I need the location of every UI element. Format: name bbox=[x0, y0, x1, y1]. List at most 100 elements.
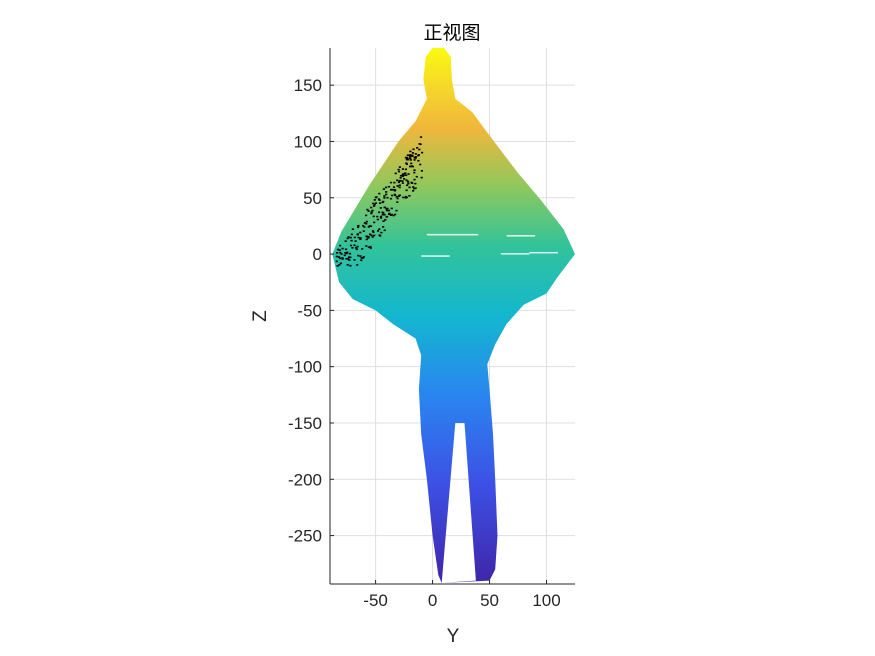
y-tick-label: -200 bbox=[288, 470, 322, 489]
occluded-point bbox=[336, 252, 339, 254]
occluded-point bbox=[367, 210, 370, 212]
occluded-point bbox=[402, 173, 405, 175]
occluded-point bbox=[370, 211, 373, 213]
occluded-point bbox=[393, 181, 396, 184]
occluded-point bbox=[405, 174, 408, 176]
scan-streak bbox=[506, 235, 536, 237]
occluded-point bbox=[417, 154, 420, 156]
occluded-point bbox=[386, 196, 389, 199]
y-axis-label: Z bbox=[250, 310, 271, 322]
occluded-point bbox=[404, 156, 407, 159]
occluded-point bbox=[381, 201, 384, 204]
occluded-point bbox=[405, 162, 408, 164]
occluded-point bbox=[396, 201, 399, 203]
occluded-point bbox=[404, 168, 407, 171]
occluded-point bbox=[385, 193, 388, 196]
occluded-point bbox=[370, 206, 373, 209]
occluded-point bbox=[382, 226, 385, 228]
occluded-point bbox=[374, 202, 377, 204]
occluded-point bbox=[339, 257, 342, 260]
occluded-point bbox=[369, 247, 372, 249]
occluded-point bbox=[381, 213, 384, 216]
occluded-point bbox=[345, 258, 348, 260]
x-axis-label: Y bbox=[447, 626, 460, 647]
occluded-point bbox=[397, 168, 400, 171]
occluded-point bbox=[362, 224, 365, 227]
occluded-point bbox=[385, 208, 388, 210]
occluded-point bbox=[405, 196, 408, 199]
occluded-point bbox=[413, 171, 416, 174]
occluded-point bbox=[351, 247, 354, 249]
scan-streak bbox=[421, 255, 450, 257]
occluded-points bbox=[335, 136, 424, 267]
point-cloud bbox=[332, 48, 575, 583]
occluded-point bbox=[401, 175, 405, 177]
occluded-point bbox=[401, 174, 404, 176]
occluded-point bbox=[338, 249, 341, 251]
occluded-point bbox=[390, 188, 393, 191]
occluded-point bbox=[341, 258, 344, 260]
occluded-point bbox=[336, 248, 340, 251]
occluded-point bbox=[365, 214, 368, 217]
occluded-point bbox=[344, 240, 347, 242]
y-tick-label: -250 bbox=[288, 527, 322, 546]
occluded-point bbox=[348, 259, 351, 261]
occluded-point bbox=[369, 233, 372, 236]
occluded-point bbox=[354, 240, 357, 242]
occluded-point bbox=[398, 194, 401, 197]
occluded-point bbox=[379, 207, 382, 209]
occluded-point bbox=[409, 165, 412, 168]
occluded-point bbox=[402, 196, 405, 199]
occluded-point bbox=[382, 188, 385, 190]
occluded-point bbox=[357, 254, 360, 257]
occluded-point bbox=[414, 187, 417, 189]
occluded-point bbox=[399, 177, 402, 179]
occluded-point bbox=[405, 179, 408, 181]
occluded-point bbox=[373, 199, 376, 201]
occluded-point bbox=[401, 182, 404, 184]
occluded-point bbox=[347, 258, 350, 260]
y-tick-label: 50 bbox=[303, 189, 322, 208]
occluded-point bbox=[385, 186, 388, 189]
occluded-point bbox=[421, 151, 424, 154]
occluded-point bbox=[398, 186, 401, 189]
occluded-point bbox=[412, 148, 415, 151]
occluded-point bbox=[413, 169, 416, 171]
occluded-point bbox=[392, 186, 396, 188]
occluded-point bbox=[415, 175, 418, 178]
occluded-point bbox=[379, 215, 383, 218]
occluded-point bbox=[359, 231, 362, 234]
occluded-point bbox=[406, 154, 409, 156]
occluded-point bbox=[401, 180, 404, 182]
occluded-point bbox=[366, 235, 369, 238]
occluded-point bbox=[414, 156, 417, 158]
occluded-point bbox=[418, 148, 421, 151]
occluded-point bbox=[376, 218, 379, 221]
occluded-point bbox=[348, 252, 351, 255]
occluded-point bbox=[387, 209, 390, 212]
body-silhouette bbox=[332, 48, 575, 583]
occluded-point bbox=[409, 159, 412, 161]
occluded-point bbox=[347, 236, 350, 238]
occluded-point bbox=[377, 198, 380, 200]
occluded-point bbox=[355, 247, 358, 249]
occluded-point bbox=[406, 184, 409, 187]
occluded-point bbox=[401, 168, 404, 170]
y-tick-labels: -250 -200 -150 -100 -50 0 50 100 150 bbox=[288, 76, 322, 545]
occluded-point bbox=[375, 196, 378, 198]
occluded-point bbox=[349, 264, 352, 267]
occluded-point bbox=[370, 234, 373, 237]
occluded-point bbox=[396, 185, 399, 187]
occluded-point bbox=[390, 207, 393, 210]
occluded-point bbox=[341, 257, 344, 259]
occluded-point bbox=[382, 220, 385, 222]
y-tick-label: 0 bbox=[313, 245, 322, 264]
occluded-point bbox=[383, 213, 386, 216]
occluded-point bbox=[392, 214, 395, 217]
y-tick-label: -150 bbox=[288, 414, 322, 433]
occluded-point bbox=[396, 197, 399, 200]
occluded-point bbox=[361, 257, 365, 259]
occluded-point bbox=[408, 155, 412, 157]
occluded-point bbox=[348, 256, 351, 258]
occluded-point bbox=[369, 245, 372, 248]
